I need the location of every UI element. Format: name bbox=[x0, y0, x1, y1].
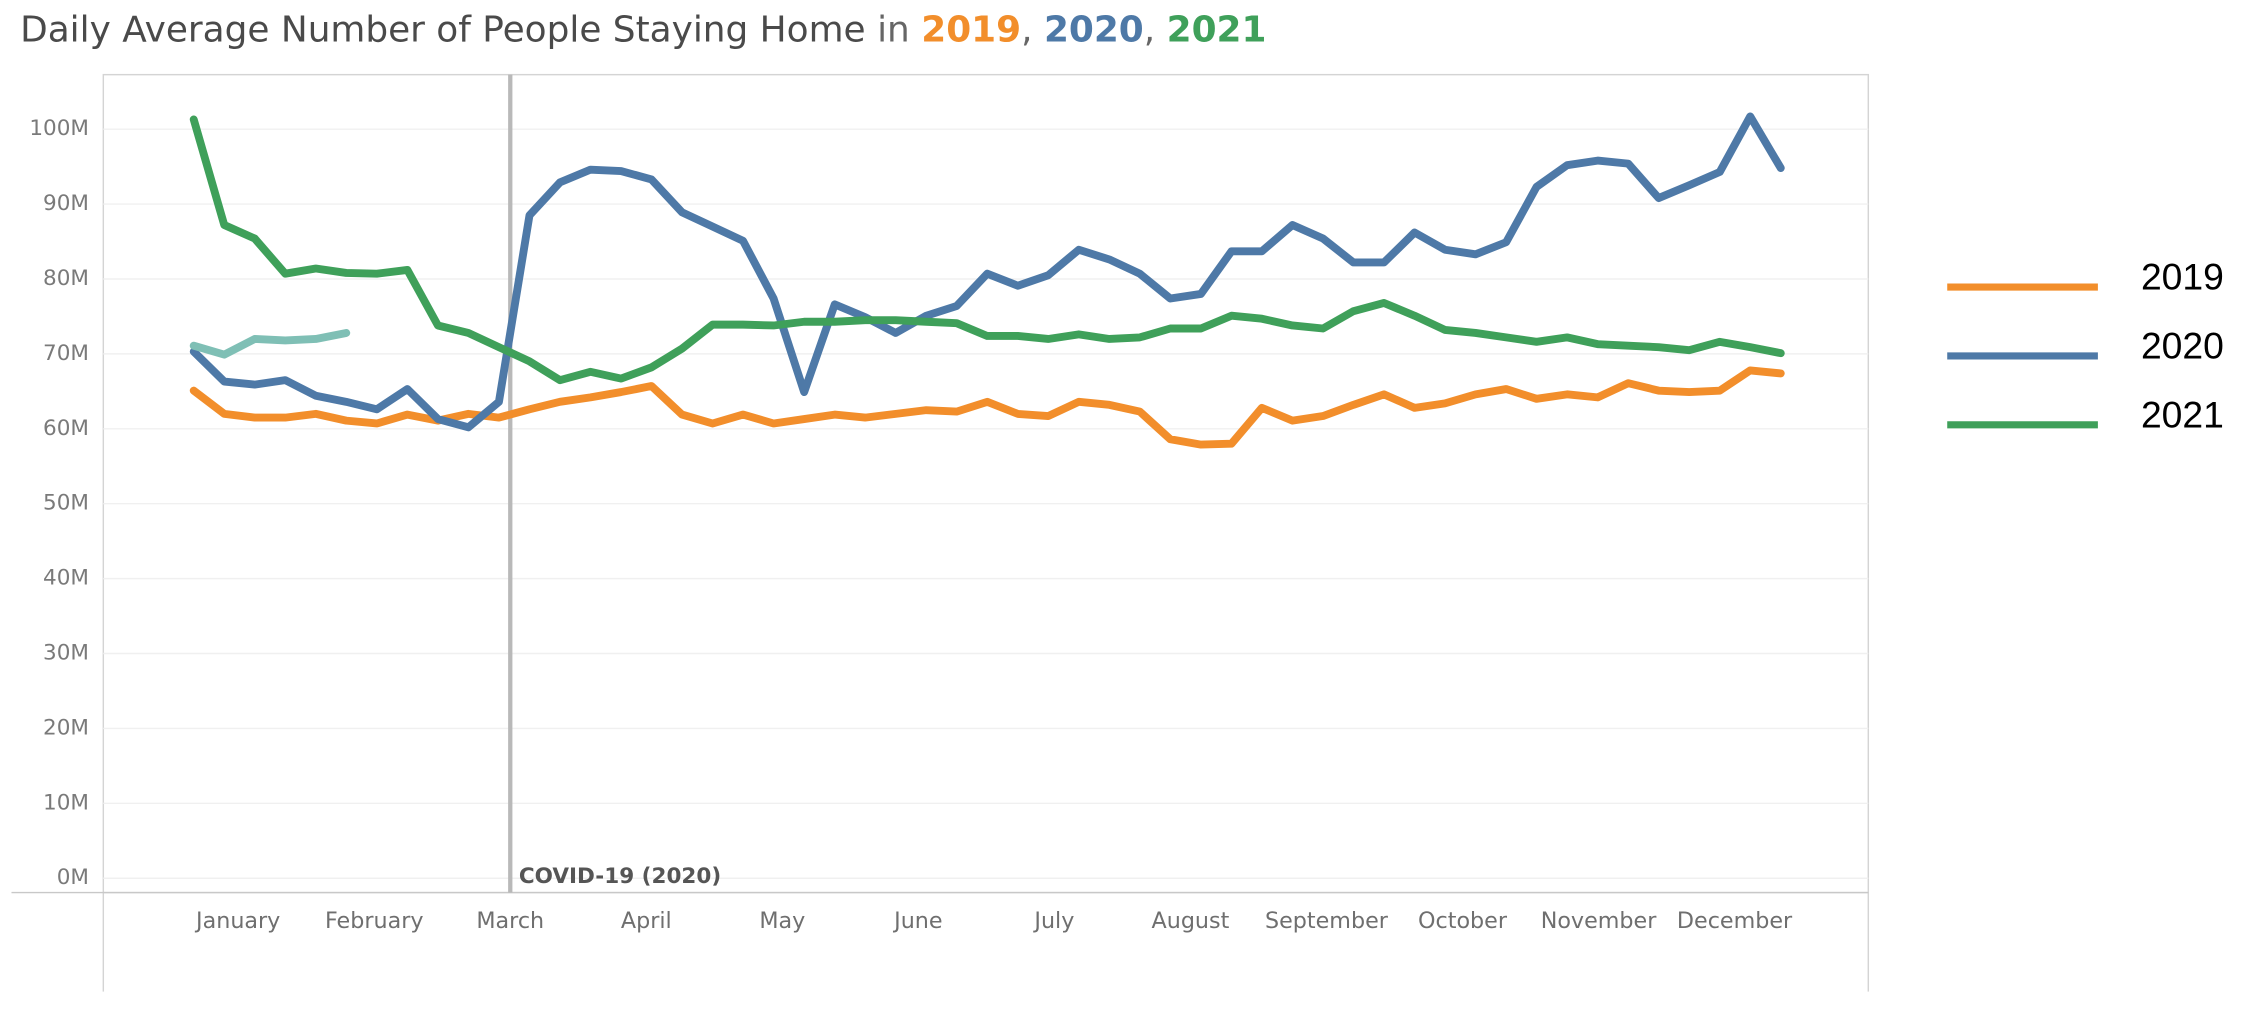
legend-label: 2020 bbox=[2141, 325, 2224, 367]
x-tick-label: March bbox=[476, 908, 544, 934]
legend-label: 2019 bbox=[2141, 256, 2224, 298]
series-line bbox=[189, 328, 351, 359]
x-tick-label: December bbox=[1677, 908, 1793, 934]
x-tick-label: June bbox=[892, 908, 942, 934]
legend-label: 2021 bbox=[2141, 393, 2224, 435]
chart-title: Daily Average Number of People Staying H… bbox=[20, 10, 1266, 51]
y-tick-label: 100M bbox=[29, 116, 89, 141]
x-tick-label: January bbox=[194, 908, 280, 934]
title-part: , bbox=[1021, 10, 1032, 51]
title-part: in bbox=[877, 10, 910, 51]
title-part: Daily Average Number of People Staying H… bbox=[20, 10, 866, 51]
y-tick-label: 30M bbox=[43, 641, 89, 666]
series-line bbox=[189, 115, 1785, 385]
y-tick-label: 10M bbox=[43, 790, 89, 815]
x-tick-label: August bbox=[1152, 908, 1230, 934]
y-tick-label: 70M bbox=[43, 341, 89, 366]
title-part: 2019 bbox=[921, 10, 1021, 51]
series-line bbox=[189, 366, 1785, 449]
x-tick-label: April bbox=[621, 908, 672, 934]
x-tick-label: May bbox=[759, 908, 805, 934]
y-tick-label: 0M bbox=[57, 865, 89, 890]
x-tick-label: October bbox=[1418, 908, 1508, 934]
title-part: 2021 bbox=[1167, 10, 1267, 51]
y-tick-label: 60M bbox=[43, 416, 89, 441]
y-tick-label: 40M bbox=[43, 566, 89, 591]
series-line bbox=[189, 112, 1785, 432]
x-tick-label: February bbox=[325, 908, 424, 934]
y-tick-label: 80M bbox=[43, 266, 89, 291]
y-tick-label: 90M bbox=[43, 191, 89, 216]
title-part: , bbox=[1144, 10, 1155, 51]
plot-frame bbox=[102, 73, 1870, 894]
annotation-label: COVID-19 (2020) bbox=[519, 864, 721, 889]
x-tick-label: September bbox=[1265, 908, 1389, 934]
x-tick-label: November bbox=[1541, 908, 1658, 934]
y-tick-label: 50M bbox=[43, 491, 89, 516]
title-part: 2020 bbox=[1044, 10, 1144, 51]
x-tick-label: July bbox=[1032, 908, 1074, 934]
y-tick-label: 20M bbox=[43, 715, 89, 740]
